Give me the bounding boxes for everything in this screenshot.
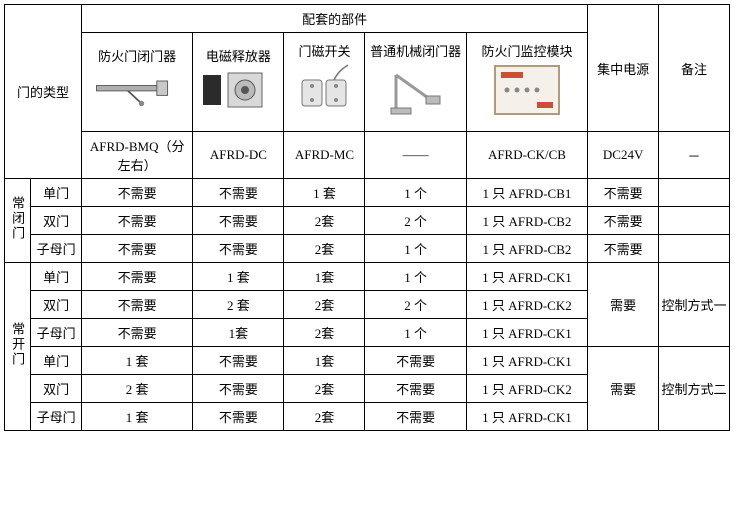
door-label: 双门 (31, 291, 82, 319)
door-label: 子母门 (31, 319, 82, 347)
table-cell: 1 个 (365, 179, 466, 207)
table-cell: 1 只 AFRD-CK1 (466, 319, 588, 347)
door-label: 单门 (31, 179, 82, 207)
table-cell: 2 套 (193, 291, 284, 319)
col-closer-name: 防火门闭门器 (84, 46, 190, 65)
table-cell: 1 个 (365, 319, 466, 347)
header-door-type: 门的类型 (5, 5, 82, 179)
power-openB: 需要 (588, 347, 659, 431)
table-cell: 2套 (284, 207, 365, 235)
model-monitor: AFRD-CK/CB (466, 132, 588, 179)
model-mc: AFRD-MC (284, 132, 365, 179)
model-power: DC24V (588, 132, 659, 179)
table-cell: 不需要 (81, 291, 192, 319)
door-label: 子母门 (31, 235, 82, 263)
table-cell: 1 只 AFRD-CK2 (466, 375, 588, 403)
table-cell: 2套 (284, 291, 365, 319)
table-cell: 不需要 (81, 263, 192, 291)
table-cell: 不需要 (588, 235, 659, 263)
header-remark: 备注 (659, 5, 730, 132)
door-type-label: 门的类型 (17, 85, 69, 100)
door-closer-icon (92, 65, 182, 115)
table-cell: 1 只 AFRD-CB2 (466, 207, 588, 235)
table-cell: 2套 (284, 375, 365, 403)
table-cell: 1套 (284, 347, 365, 375)
model-closer: AFRD-BMQ（分左右） (81, 132, 192, 179)
table-cell: 不需要 (81, 179, 192, 207)
table-cell: 不需要 (193, 207, 284, 235)
col-monitor: 防火门监控模块 (466, 33, 588, 132)
door-label: 双门 (31, 375, 82, 403)
table-cell: 2 套 (81, 375, 192, 403)
table-cell: 1 只 AFRD-CK1 (466, 403, 588, 431)
table-cell: 1 只 AFRD-CB1 (466, 179, 588, 207)
model-em: AFRD-DC (193, 132, 284, 179)
table-cell: 2 个 (365, 291, 466, 319)
col-em-release: 电磁释放器 (193, 33, 284, 132)
table-cell: 1 套 (81, 403, 192, 431)
table-cell: 不需要 (365, 347, 466, 375)
table-cell: 不需要 (193, 179, 284, 207)
table-cell: 不需要 (193, 375, 284, 403)
table-cell: 不需要 (193, 235, 284, 263)
table-cell (659, 235, 730, 263)
col-mech-closer: 普通机械闭门器 (365, 33, 466, 132)
table-cell: 1 套 (81, 347, 192, 375)
table-cell: 不需要 (81, 319, 192, 347)
table-cell: 2 个 (365, 207, 466, 235)
table-cell (659, 207, 730, 235)
model-remark: － (659, 132, 730, 179)
table-cell: 1 只 AFRD-CK1 (466, 263, 588, 291)
power-openA: 需要 (588, 263, 659, 347)
table-cell: 不需要 (588, 179, 659, 207)
model-mech: ―― (365, 132, 466, 179)
col-closer: 防火门闭门器 (81, 33, 192, 132)
table-cell: 1 只 AFRD-CK2 (466, 291, 588, 319)
mech-closer-icon (386, 60, 446, 120)
table-cell: 不需要 (81, 235, 192, 263)
table-cell: 1 个 (365, 263, 466, 291)
remark-openA: 控制方式一 (659, 263, 730, 347)
col-monitor-name: 防火门监控模块 (469, 41, 586, 60)
table-cell: 2套 (284, 319, 365, 347)
table-cell: 不需要 (193, 347, 284, 375)
header-parts-group: 配套的部件 (81, 5, 587, 33)
table-cell: 1套 (284, 263, 365, 291)
em-release-icon (198, 65, 278, 115)
col-mech-name: 普通机械闭门器 (367, 41, 463, 60)
door-contact-icon (294, 60, 354, 120)
col-em-name: 电磁释放器 (195, 46, 281, 65)
table-cell: 1 套 (284, 179, 365, 207)
table-cell: 不需要 (193, 403, 284, 431)
table-cell: 2套 (284, 403, 365, 431)
door-label: 双门 (31, 207, 82, 235)
table-cell: 不需要 (588, 207, 659, 235)
col-door-contact: 门磁开关 (284, 33, 365, 132)
header-power: 集中电源 (588, 5, 659, 132)
table-cell: 1 只 AFRD-CK1 (466, 347, 588, 375)
door-label: 单门 (31, 263, 82, 291)
remark-openB: 控制方式二 (659, 347, 730, 431)
door-label: 子母门 (31, 403, 82, 431)
table-cell: 1套 (193, 319, 284, 347)
group-closed: 常闭门 (5, 179, 31, 263)
table-cell: 1 套 (193, 263, 284, 291)
table-cell: 不需要 (365, 375, 466, 403)
table-cell: 2套 (284, 235, 365, 263)
table-cell: 1 只 AFRD-CB2 (466, 235, 588, 263)
fire-door-spec-table: 门的类型 配套的部件 集中电源 备注 防火门闭门器 电磁释放器 (4, 4, 730, 431)
col-mc-name: 门磁开关 (286, 41, 362, 60)
table-cell (659, 179, 730, 207)
door-label: 单门 (31, 347, 82, 375)
table-cell: 不需要 (81, 207, 192, 235)
monitor-module-icon (487, 60, 567, 120)
table-cell: 不需要 (365, 403, 466, 431)
group-open: 常开门 (5, 263, 31, 431)
table-cell: 1 个 (365, 235, 466, 263)
